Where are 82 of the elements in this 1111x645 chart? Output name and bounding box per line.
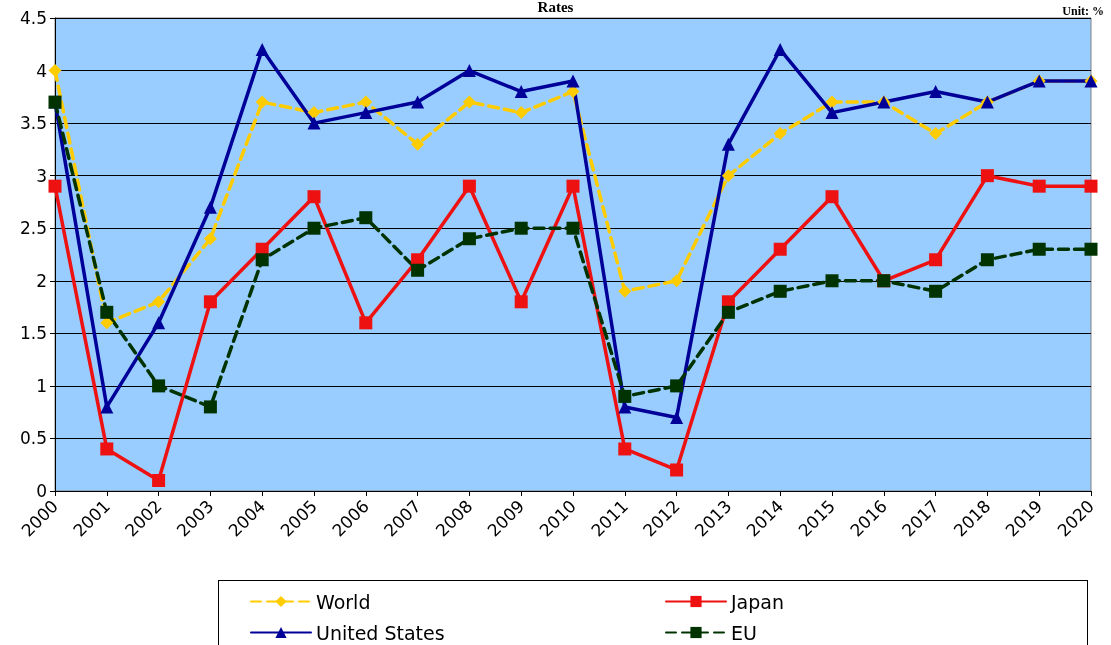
point <box>307 116 321 130</box>
point <box>1084 242 1098 256</box>
point <box>100 305 114 319</box>
point <box>462 232 476 246</box>
point <box>514 85 528 99</box>
y-tick-label: 2.5 <box>19 218 47 239</box>
point <box>618 389 632 403</box>
y-tick-label: 4 <box>36 60 47 81</box>
point <box>203 295 217 309</box>
point <box>773 284 787 298</box>
legend-label: Japan <box>730 590 784 613</box>
point <box>670 379 684 393</box>
point <box>721 169 735 183</box>
point <box>152 379 166 393</box>
point <box>359 211 373 225</box>
point <box>100 400 114 414</box>
point <box>411 263 425 277</box>
point <box>359 316 373 330</box>
point <box>980 253 994 267</box>
point <box>773 43 787 57</box>
point <box>100 442 114 456</box>
point <box>462 179 476 193</box>
point <box>307 221 321 235</box>
point <box>618 442 632 456</box>
point <box>514 221 528 235</box>
point <box>825 95 839 109</box>
point <box>203 232 217 246</box>
point <box>307 106 321 120</box>
point <box>721 137 735 151</box>
y-tick-label: 1.5 <box>19 323 47 344</box>
point <box>670 463 684 477</box>
point <box>566 221 580 235</box>
point <box>307 190 321 204</box>
point <box>566 74 580 88</box>
point <box>929 85 943 99</box>
point <box>48 64 62 78</box>
legend-label: EU <box>731 621 757 644</box>
point <box>48 179 62 193</box>
point <box>1084 179 1098 193</box>
point <box>203 200 217 214</box>
point <box>929 127 943 141</box>
point <box>721 305 735 319</box>
point <box>152 295 166 309</box>
y-tick-label: 0.5 <box>19 428 47 449</box>
point <box>618 284 632 298</box>
point <box>411 137 425 151</box>
y-tick-label: 1 <box>36 375 47 396</box>
y-tick-label: 3.5 <box>19 113 47 134</box>
point <box>514 295 528 309</box>
point <box>825 190 839 204</box>
point <box>152 316 166 330</box>
y-tick-label: 3 <box>36 165 47 186</box>
point <box>825 106 839 120</box>
point <box>514 106 528 120</box>
point <box>773 242 787 256</box>
point <box>152 473 166 487</box>
point <box>670 274 684 288</box>
point <box>359 95 373 109</box>
legend-label: United States <box>316 621 445 644</box>
point <box>411 95 425 109</box>
point <box>825 274 839 288</box>
point <box>255 253 269 267</box>
point <box>462 95 476 109</box>
legend-label: World <box>316 590 371 613</box>
point <box>1032 242 1046 256</box>
point <box>773 127 787 141</box>
y-tick-label: 4.5 <box>19 8 47 28</box>
y-tick-label: 0 <box>36 481 47 501</box>
point <box>566 179 580 193</box>
point <box>670 410 684 424</box>
point <box>980 169 994 183</box>
text: Unit: % <box>1062 4 1105 18</box>
chart-title: Rates <box>537 0 574 15</box>
point <box>929 284 943 298</box>
point <box>929 253 943 267</box>
point <box>255 43 269 57</box>
point <box>1032 179 1046 193</box>
y-tick-label: 2 <box>36 270 47 291</box>
point <box>462 64 476 78</box>
point <box>255 95 269 109</box>
point <box>203 400 217 414</box>
point <box>359 106 373 120</box>
